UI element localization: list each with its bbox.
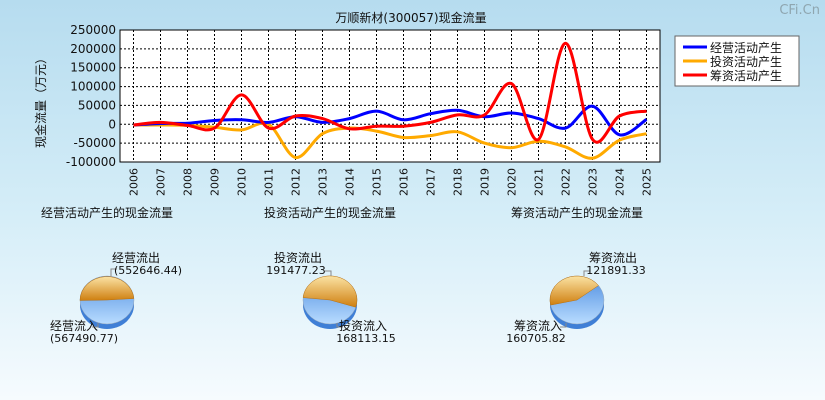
pie-value-2-1: 160705.82	[506, 332, 566, 345]
pie-title-1: 投资活动产生的现金流量	[264, 205, 396, 220]
x-tick-label: 2021	[533, 168, 546, 196]
pie-label-2-0: 筹资流出	[589, 251, 637, 265]
x-tick-label: 2020	[506, 168, 519, 196]
x-tick-label: 2016	[398, 168, 411, 196]
pie-slice-outflow-1	[302, 275, 358, 308]
y-tick-label: -50000	[73, 136, 116, 150]
x-tick-label: 2008	[182, 168, 195, 196]
plot-area	[119, 29, 661, 163]
x-tick-label: 2009	[209, 168, 222, 196]
pie-title-2: 筹资活动产生的现金流量	[511, 205, 643, 220]
x-tick-label: 2011	[263, 168, 276, 196]
series-line-0	[133, 104, 648, 137]
x-tick-label: 2010	[236, 168, 249, 196]
y-tick-labels: 250000 200000 150000 100000 50000 0 -50000 -100…	[66, 23, 116, 169]
series-lines	[133, 41, 648, 160]
pie-leader-2-0	[583, 270, 590, 276]
pie-value-1-0: 191477.23	[266, 264, 326, 277]
x-tick-label: 2014	[344, 168, 357, 196]
x-tick-label: 2013	[317, 168, 330, 196]
pie-value-1-1: 168113.15	[336, 332, 396, 345]
pie-leader-0-0	[110, 268, 117, 276]
pie-slice-outflow-2	[549, 275, 599, 306]
pie-label-0-1: 经营流入	[50, 319, 98, 333]
x-tick-label: 2015	[371, 168, 384, 196]
y-tick-label: 50000	[78, 98, 116, 112]
pie-leader-1-0	[325, 270, 332, 276]
pie-slice-outflow-0	[79, 276, 135, 301]
x-tick-label: 2018	[452, 168, 465, 196]
x-tick-label: 2024	[614, 168, 627, 196]
pie-label-2-1: 筹资流入	[514, 319, 562, 333]
pie-leader-0-1	[92, 323, 99, 328]
y-tick-label: 0	[108, 117, 116, 131]
watermark: CFi.Cn	[779, 3, 820, 18]
pie-value-2-0: 121891.33	[586, 264, 646, 277]
x-tick-label: 2019	[479, 168, 492, 196]
x-tick-label: 2023	[587, 168, 600, 196]
pie-title-0: 经营活动产生的现金流量	[41, 205, 173, 220]
legend-label-2: 筹资活动产生	[710, 69, 782, 83]
y-tick-label: 250000	[70, 23, 116, 37]
x-tick-label: 2006	[128, 168, 141, 196]
y-tick-label: -100000	[66, 155, 116, 169]
pie-value-0-0: (552646.44)	[114, 264, 182, 277]
y-tick-label: 150000	[70, 61, 116, 75]
pie-label-1-1: 投资流入	[339, 318, 387, 333]
x-tick-label: 2025	[641, 168, 654, 196]
legend-label-0: 经营活动产生	[710, 41, 782, 55]
x-tick-label: 2022	[560, 168, 573, 196]
pie-leader-1-1	[336, 323, 343, 328]
x-tick-labels: 2006 2007 2008 2009 2010 2011 2012 2013 2014 2015…	[128, 168, 654, 196]
series-line-2	[133, 41, 647, 144]
x-tick-label: 2017	[425, 168, 438, 196]
grid-lines	[120, 30, 660, 162]
x-tick-label: 2007	[155, 168, 168, 196]
pie-label-1-0: 投资流出	[274, 250, 322, 265]
pie-label-0-0: 经营流出	[112, 251, 160, 265]
y-tick-label: 200000	[70, 42, 116, 56]
x-tick-label: 2012	[290, 168, 303, 196]
y-tick-label: 100000	[70, 80, 116, 94]
pie-value-0-1: (567490.77)	[50, 332, 118, 345]
pie-leader-2-1	[560, 323, 567, 328]
legend-label-1: 投资活动产生	[710, 54, 782, 69]
chart-title: 万顺新材(300057)现金流量	[335, 10, 486, 25]
y-axis-label: 现金流量（万元）	[33, 52, 48, 148]
